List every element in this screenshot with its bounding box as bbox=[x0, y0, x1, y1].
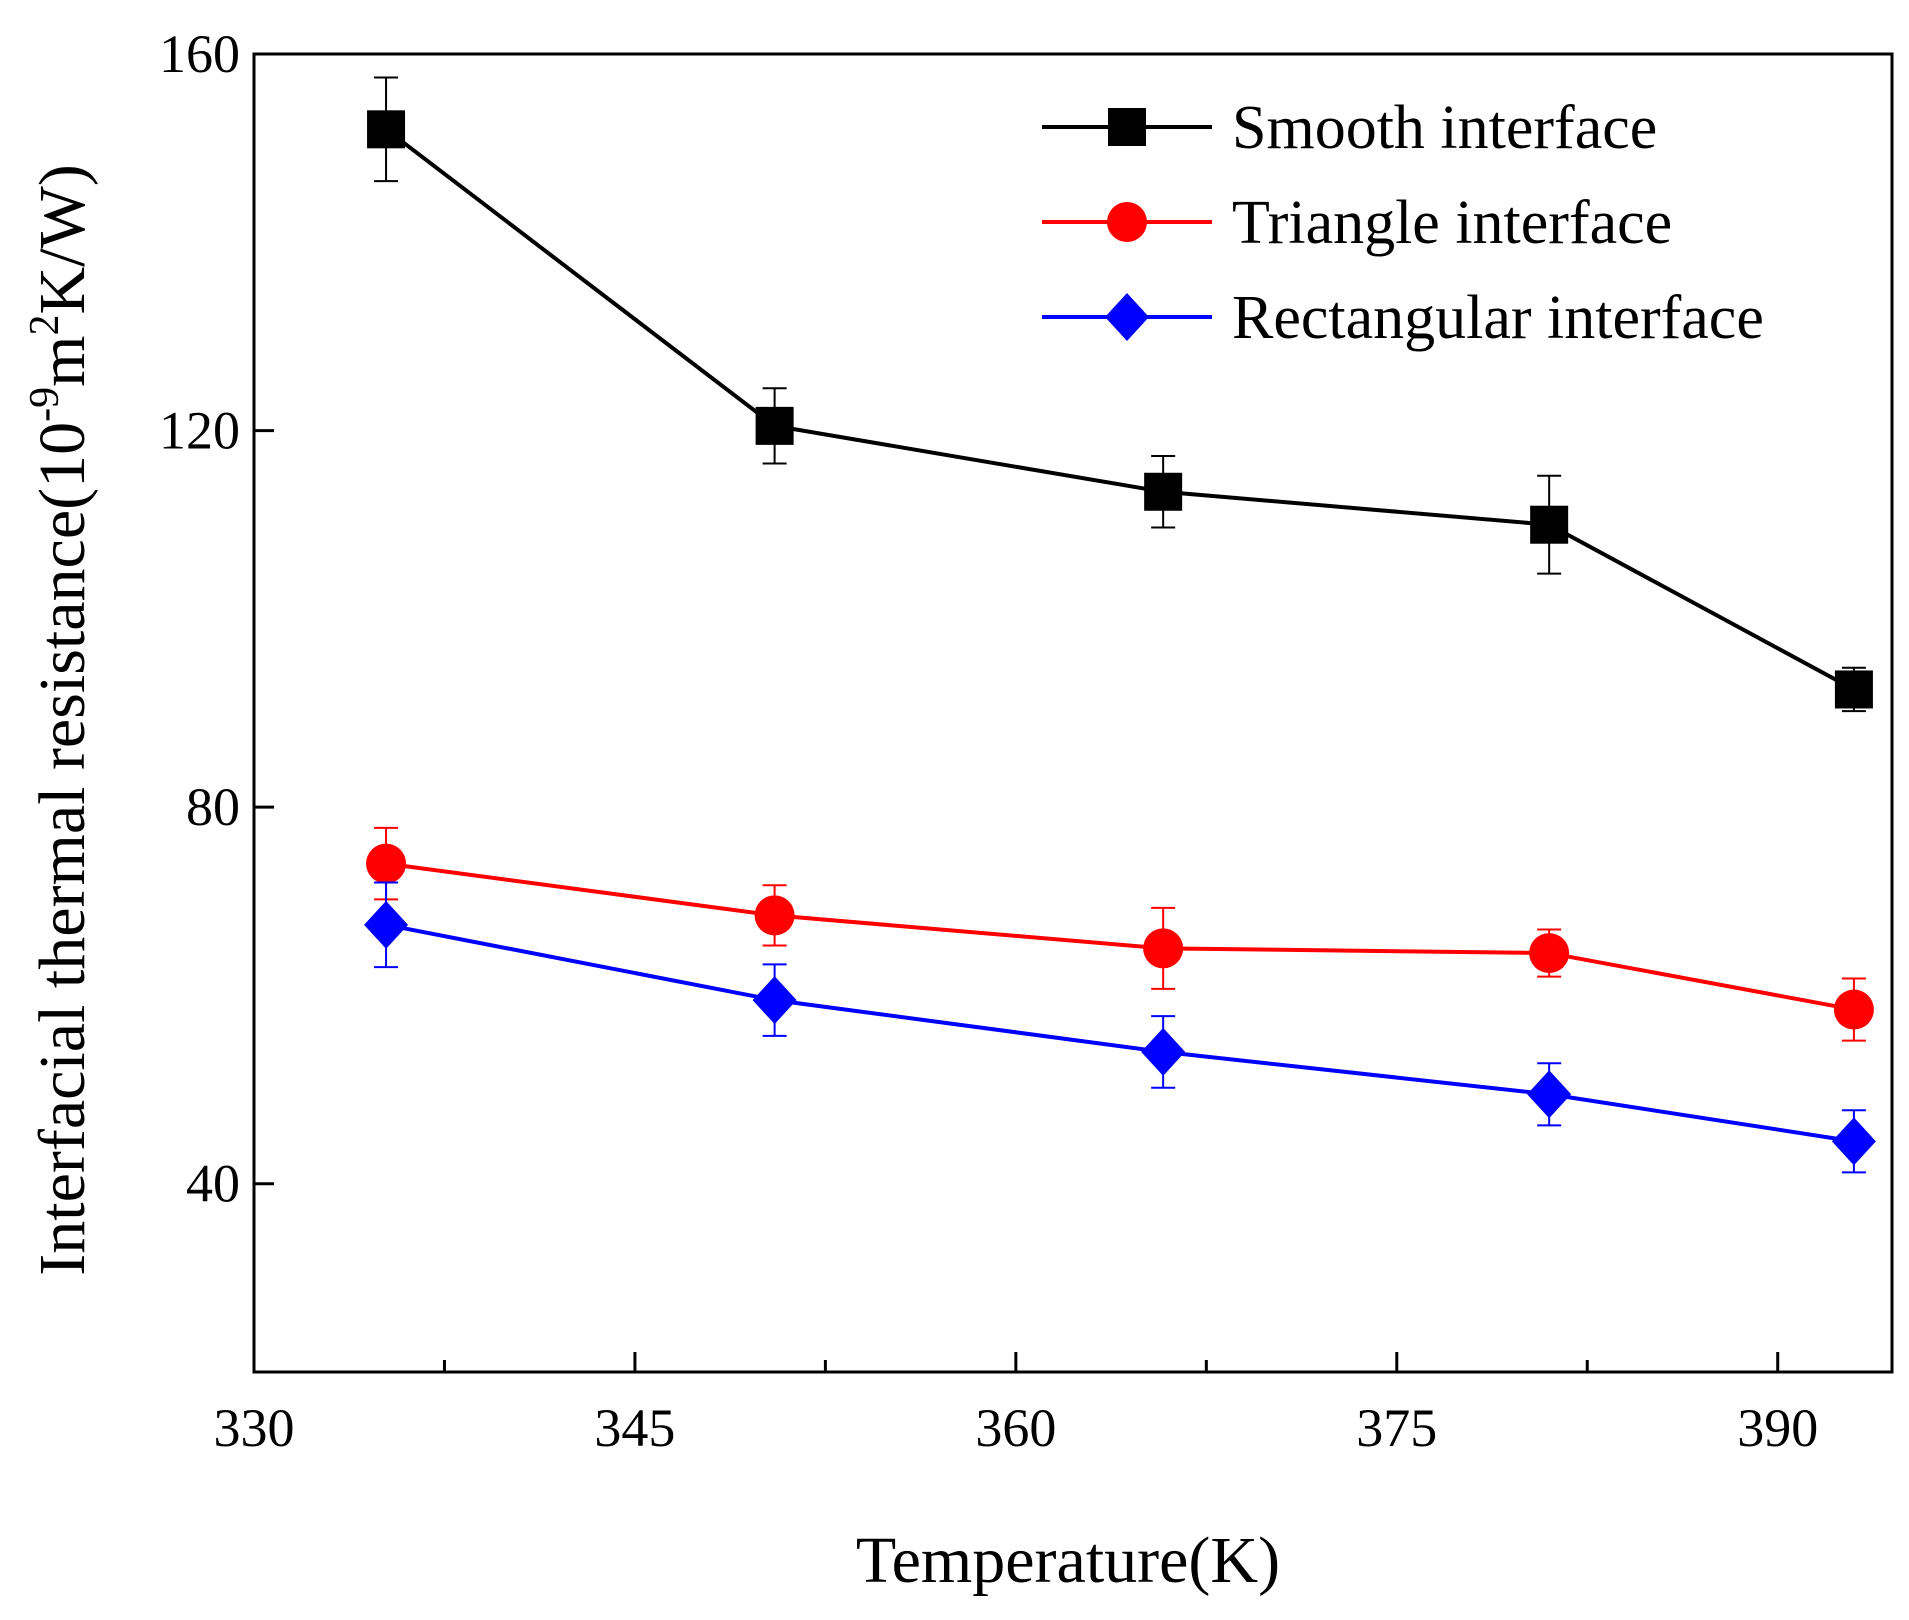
x-tick-label: 390 bbox=[1737, 1398, 1818, 1458]
data-point bbox=[367, 110, 406, 149]
legend-label: Rectangular interface bbox=[1232, 284, 1764, 352]
legend-marker bbox=[1107, 202, 1147, 242]
y-axis-title-exponent: -9 bbox=[22, 387, 68, 422]
legend-item: Triangle interface bbox=[1042, 189, 1672, 257]
data-point bbox=[1143, 928, 1184, 969]
series-layer bbox=[364, 76, 1876, 1174]
x-tick-label: 345 bbox=[594, 1398, 675, 1458]
data-point bbox=[1530, 505, 1569, 544]
y-axis-title-main: Interfacial thermal resistance(10 bbox=[26, 422, 99, 1276]
data-point bbox=[1141, 1027, 1186, 1076]
data-point bbox=[1144, 472, 1183, 511]
data-point bbox=[1833, 989, 1874, 1030]
legend-label: Smooth interface bbox=[1232, 94, 1657, 162]
series-triangle-interface bbox=[366, 826, 1874, 1042]
data-point bbox=[1527, 1070, 1572, 1119]
x-axis-title: Temperature(K) bbox=[856, 1524, 1280, 1597]
x-tick-label: 375 bbox=[1356, 1398, 1437, 1458]
data-point bbox=[1529, 933, 1570, 974]
data-point bbox=[364, 900, 409, 949]
y-tick-label: 120 bbox=[159, 401, 240, 461]
y-axis-title: Interfacial thermal resistance(10-9m2K/W… bbox=[22, 164, 99, 1276]
legend-marker bbox=[1108, 108, 1146, 146]
legend-label: Triangle interface bbox=[1232, 189, 1672, 257]
series-smooth-interface bbox=[367, 76, 1873, 713]
data-point bbox=[1834, 670, 1873, 709]
data-point bbox=[752, 976, 797, 1025]
axes: 330 345 360 375 390 40 80 120 160 bbox=[159, 24, 1894, 1458]
data-point bbox=[754, 895, 795, 936]
y-tick-label: 160 bbox=[159, 24, 240, 84]
x-tick-label: 360 bbox=[975, 1398, 1056, 1458]
y-axis-title-exponent-2: 2 bbox=[22, 315, 68, 336]
legend: Smooth interface Triangle interface Rectan… bbox=[1042, 94, 1764, 352]
series-line bbox=[385, 861, 1855, 1012]
y-tick-label: 40 bbox=[186, 1154, 240, 1214]
y-axis-title-tail: K/W) bbox=[26, 164, 99, 314]
series-line bbox=[385, 922, 1855, 1144]
x-tick-label: 330 bbox=[214, 1398, 295, 1458]
data-point bbox=[755, 406, 794, 445]
plot-frame bbox=[252, 52, 1894, 1374]
legend-item: Smooth interface bbox=[1042, 94, 1657, 162]
legend-marker bbox=[1105, 293, 1149, 341]
series-rectangular-interface bbox=[364, 881, 1876, 1174]
data-point bbox=[1831, 1117, 1876, 1166]
data-point bbox=[366, 843, 407, 884]
y-tick-label: 80 bbox=[186, 777, 240, 837]
y-axis-title-unit-m: m bbox=[26, 336, 99, 387]
legend-item: Rectangular interface bbox=[1042, 284, 1764, 352]
